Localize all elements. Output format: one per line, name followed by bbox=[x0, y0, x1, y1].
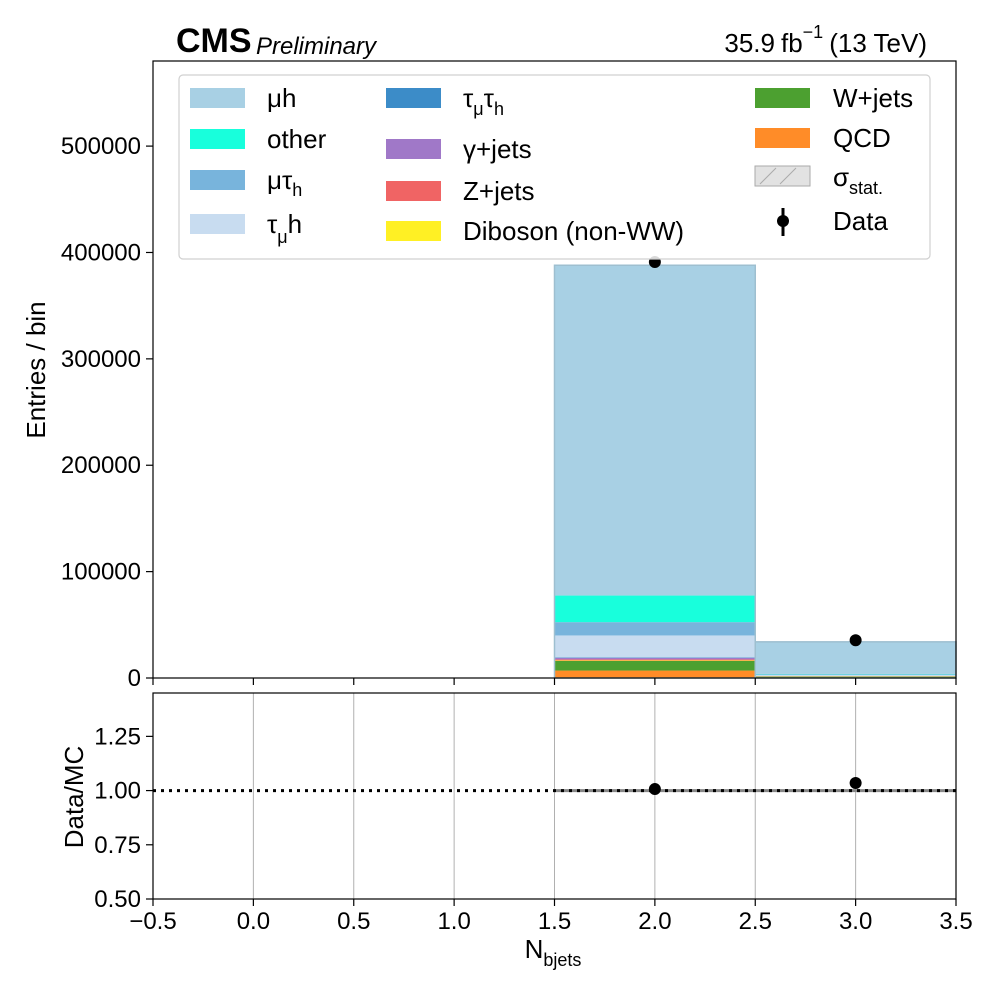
bar-other-bin-0 bbox=[554, 595, 756, 623]
lumi-value: 35.9 bbox=[724, 28, 775, 58]
legend: μh other μτh τμh τμτh γ+jets Z+jets Dibo… bbox=[178, 74, 931, 260]
ratio-point bbox=[849, 776, 862, 789]
ratio-y-axis-title: Data/MC bbox=[59, 746, 89, 849]
bar-taumutauh-bin-0 bbox=[554, 657, 756, 658]
y-tick-label: 100000 bbox=[61, 559, 141, 586]
x-tick-label: 1.5 bbox=[538, 908, 571, 935]
legend-swatch-other bbox=[190, 129, 245, 149]
x-tick-label: 3.5 bbox=[939, 908, 972, 935]
bar-wjets-bin-1 bbox=[755, 676, 956, 678]
legend-label-wjets: W+jets bbox=[833, 83, 913, 113]
x-tick-label: 3.0 bbox=[839, 908, 872, 935]
bar-qcd-bin-0 bbox=[554, 670, 756, 678]
bar-mutauh-bin-0 bbox=[554, 622, 756, 636]
status-label: Preliminary bbox=[256, 33, 378, 60]
lumi-unit: fb bbox=[781, 28, 803, 58]
bar-mutauh-bin-1 bbox=[755, 674, 956, 676]
bar-zjets-bin-0 bbox=[554, 659, 756, 661]
legend-label-other: other bbox=[267, 124, 327, 154]
y-tick-label: 400000 bbox=[61, 239, 141, 266]
x-axis-title: Nbjets bbox=[525, 934, 582, 970]
bar-taumuh-bin-0 bbox=[554, 635, 756, 658]
legend-swatch-zjets bbox=[386, 181, 441, 201]
main-y-axis: 0 100000 200000 300000 400000 500000 bbox=[61, 133, 153, 692]
legend-swatch-taumuh bbox=[190, 214, 245, 234]
legend-label-gammajets: γ+jets bbox=[463, 134, 532, 164]
ratio-y-tick-label: 0.50 bbox=[94, 886, 141, 913]
legend-swatch-gammajets bbox=[386, 139, 441, 159]
experiment-label: CMS bbox=[176, 22, 252, 60]
energy-label: (13 TeV) bbox=[829, 28, 927, 58]
x-axis: −0.5 0.0 0.5 1.0 1.5 2.0 2.5 3.0 3.5 bbox=[129, 899, 973, 935]
main-panel: 0 100000 200000 300000 400000 500000 Entries … bbox=[21, 60, 957, 692]
data-point bbox=[849, 634, 862, 647]
legend-label-zjets: Z+jets bbox=[463, 176, 535, 206]
legend-swatch-stat-uncertainty bbox=[754, 165, 811, 187]
bar-gammajets-bin-0 bbox=[554, 657, 756, 660]
y-tick-label: 300000 bbox=[61, 346, 141, 373]
legend-label-data: Data bbox=[833, 206, 888, 236]
y-tick-label: 200000 bbox=[61, 452, 141, 479]
x-tick-label: 0.5 bbox=[337, 908, 370, 935]
main-y-axis-title: Entries / bin bbox=[21, 301, 51, 438]
legend-swatch-taumutauh bbox=[386, 88, 441, 108]
legend-swatch-qcd bbox=[755, 128, 810, 148]
legend-swatch-diboson bbox=[386, 221, 441, 241]
ratio-y-tick-label: 1.25 bbox=[94, 723, 141, 750]
legend-swatch-muh bbox=[190, 88, 245, 108]
main-x-ticks bbox=[152, 678, 957, 685]
y-tick-label: 500000 bbox=[61, 133, 141, 160]
bar-taumuh-bin-1 bbox=[755, 675, 956, 676]
x-tick-label: 2.5 bbox=[739, 908, 772, 935]
luminosity-label: 35.9 fb−1 (13 TeV) bbox=[724, 22, 927, 58]
ratio-y-axis: 0.50 0.75 1.00 1.25 bbox=[94, 723, 153, 913]
ratio-point bbox=[648, 783, 661, 796]
ratio-content bbox=[153, 776, 956, 796]
legend-marker-data bbox=[777, 208, 789, 236]
legend-label-qcd: QCD bbox=[833, 123, 891, 153]
stacked-histogram bbox=[553, 264, 957, 679]
ratio-y-tick-label: 0.75 bbox=[94, 832, 141, 859]
bar-muh-bin-0 bbox=[554, 265, 756, 596]
legend-label-muh: μh bbox=[267, 83, 296, 113]
x-tick-label: 1.0 bbox=[437, 908, 470, 935]
x-tick-label: 2.0 bbox=[638, 908, 671, 935]
legend-swatch-wjets bbox=[755, 88, 810, 108]
legend-frame bbox=[178, 74, 931, 260]
x-tick-label: 0.0 bbox=[237, 908, 270, 935]
lumi-exponent: −1 bbox=[803, 22, 824, 42]
legend-label-diboson: Diboson (non-WW) bbox=[463, 216, 684, 246]
ratio-grid bbox=[152, 693, 957, 899]
ratio-panel: 0.50 0.75 1.00 1.25 −0.5 0.0 0.5 1.0 1.5 2.0 2.5 3… bbox=[59, 692, 973, 970]
bar-wjets-bin-0 bbox=[554, 660, 756, 671]
legend-swatch-mutauh bbox=[190, 170, 245, 190]
ratio-y-tick-label: 1.00 bbox=[94, 778, 141, 805]
bar-diboson-bin-0 bbox=[554, 660, 756, 661]
y-tick-label: 0 bbox=[128, 665, 141, 692]
x-tick-label: −0.5 bbox=[129, 908, 176, 935]
bar-muh-bin-1 bbox=[755, 641, 956, 674]
